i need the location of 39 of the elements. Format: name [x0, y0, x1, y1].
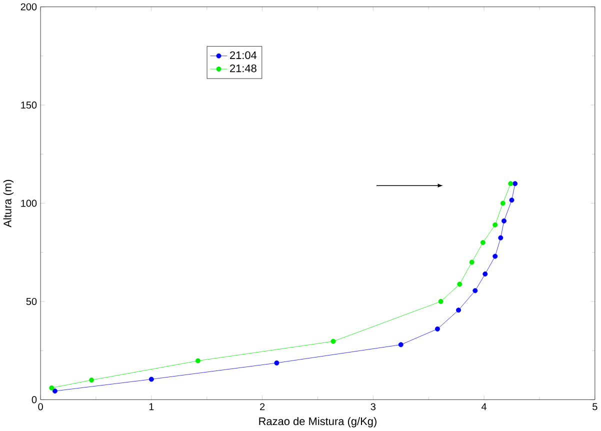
point	[89, 378, 94, 383]
x-tick-label: 1	[149, 403, 154, 410]
point	[434, 326, 440, 332]
point	[500, 200, 506, 206]
point	[482, 272, 488, 277]
point	[480, 240, 486, 246]
x-tick-label: 3	[370, 403, 376, 410]
point	[457, 282, 462, 287]
point	[512, 181, 518, 186]
point	[509, 198, 514, 203]
point	[492, 222, 498, 228]
y-tick-label: 0	[32, 396, 37, 404]
point	[195, 358, 200, 364]
point	[52, 388, 58, 394]
x-tick-label: 4	[481, 403, 487, 410]
y-tick-label: 50	[26, 298, 37, 306]
point	[398, 342, 404, 348]
point	[330, 339, 336, 344]
point	[438, 299, 444, 304]
point	[49, 386, 54, 391]
y-tick-label: 100	[21, 200, 37, 207]
point	[498, 236, 504, 240]
point	[148, 376, 154, 382]
legend-label: 21:04	[230, 52, 257, 60]
point	[501, 218, 506, 224]
point	[274, 360, 280, 366]
x-tick-label: 0	[38, 403, 43, 410]
x-tick-label: 5	[592, 403, 598, 410]
y-tick-label: 200	[20, 3, 37, 11]
point	[508, 181, 514, 186]
point	[492, 254, 498, 259]
point	[456, 308, 462, 313]
point	[469, 260, 474, 265]
x-tick-label: 2	[260, 403, 265, 410]
y-tick-label: 150	[21, 102, 37, 109]
legend-label: 21:48	[230, 64, 256, 72]
y-axis-title: Altura (m)	[3, 180, 14, 228]
point	[472, 288, 478, 294]
x-axis-title: Razao de Mistura (g/Kg)	[259, 417, 376, 428]
